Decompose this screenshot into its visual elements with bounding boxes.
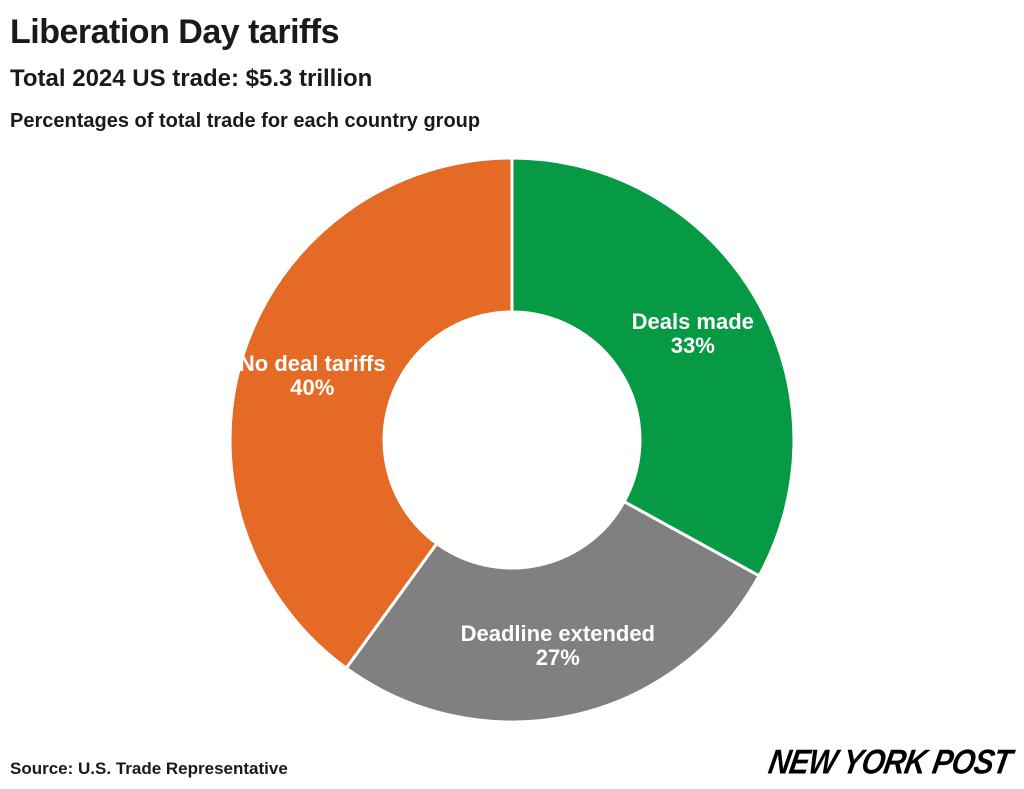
slice-category-label: Deals made bbox=[632, 309, 754, 334]
source-note: Source: U.S. Trade Representative bbox=[10, 759, 288, 778]
chart-title: Liberation Day tariffs bbox=[10, 13, 340, 51]
slice-value-label: 40% bbox=[290, 375, 334, 400]
slice-deadline-extended bbox=[344, 500, 761, 724]
chart-description: Percentages of total trade for each coun… bbox=[10, 110, 481, 132]
slice-deals-made bbox=[510, 156, 796, 578]
donut-slices bbox=[228, 156, 796, 724]
slice-labels: Deals made 33% Deadline extended 27% No deal… bbox=[239, 309, 754, 670]
new-york-post-logo: NEW YORK POST bbox=[765, 743, 1014, 782]
slice-label-no-deal-tariffs: No deal tariffs 40% bbox=[239, 351, 386, 400]
slice-value-label: 27% bbox=[536, 645, 580, 670]
slice-no-deal-tariffs bbox=[228, 156, 514, 670]
slice-label-deadline-extended: Deadline extended 27% bbox=[461, 621, 655, 670]
chart-subtitle: Total 2024 US trade: $5.3 trillion bbox=[10, 65, 373, 92]
slice-category-label: Deadline extended bbox=[461, 621, 655, 646]
slice-label-deals-made: Deals made 33% bbox=[632, 309, 754, 358]
slice-category-label: No deal tariffs bbox=[239, 351, 386, 376]
slice-value-label: 33% bbox=[671, 333, 715, 358]
